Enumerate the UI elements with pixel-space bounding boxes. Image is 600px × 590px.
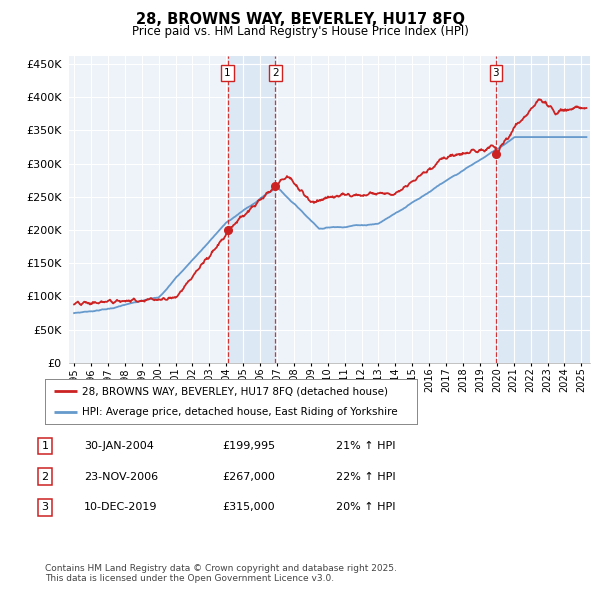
Text: 1: 1 — [41, 441, 49, 451]
Text: 22% ↑ HPI: 22% ↑ HPI — [336, 472, 395, 481]
Text: HPI: Average price, detached house, East Riding of Yorkshire: HPI: Average price, detached house, East… — [82, 407, 398, 417]
Text: 30-JAN-2004: 30-JAN-2004 — [84, 441, 154, 451]
Text: 1: 1 — [224, 68, 231, 78]
Text: 2: 2 — [272, 68, 278, 78]
Text: 3: 3 — [493, 68, 499, 78]
Text: £267,000: £267,000 — [222, 472, 275, 481]
Text: 2: 2 — [41, 472, 49, 481]
Text: 28, BROWNS WAY, BEVERLEY, HU17 8FQ: 28, BROWNS WAY, BEVERLEY, HU17 8FQ — [136, 12, 464, 27]
Text: 28, BROWNS WAY, BEVERLEY, HU17 8FQ (detached house): 28, BROWNS WAY, BEVERLEY, HU17 8FQ (deta… — [82, 386, 388, 396]
Bar — [496, 56, 590, 363]
Text: 10-DEC-2019: 10-DEC-2019 — [84, 503, 157, 512]
Text: Price paid vs. HM Land Registry's House Price Index (HPI): Price paid vs. HM Land Registry's House … — [131, 25, 469, 38]
Text: Contains HM Land Registry data © Crown copyright and database right 2025.
This d: Contains HM Land Registry data © Crown c… — [45, 563, 397, 583]
Text: 23-NOV-2006: 23-NOV-2006 — [84, 472, 158, 481]
Text: 20% ↑ HPI: 20% ↑ HPI — [336, 503, 395, 512]
Bar — [227, 56, 275, 363]
Text: £199,995: £199,995 — [222, 441, 275, 451]
Text: 21% ↑ HPI: 21% ↑ HPI — [336, 441, 395, 451]
Text: £315,000: £315,000 — [222, 503, 275, 512]
Text: 3: 3 — [41, 503, 49, 512]
